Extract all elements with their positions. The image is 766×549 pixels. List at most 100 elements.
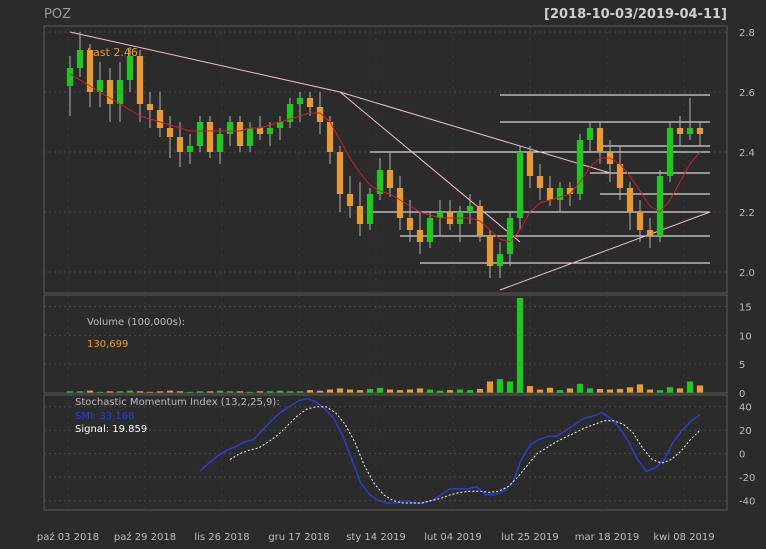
panel-frames <box>43 25 728 511</box>
horizontal-levels <box>370 94 710 264</box>
volume-bar <box>306 390 314 393</box>
volume-bar <box>236 391 244 393</box>
candle-body <box>206 122 214 152</box>
candle-body <box>526 152 534 176</box>
smi-title: Stochastic Momentum Index (13,2,25,9): <box>75 397 280 408</box>
trend-line <box>339 91 521 243</box>
candle-body <box>356 206 364 224</box>
candle-body <box>286 104 294 122</box>
volume-bar <box>316 390 324 393</box>
x-tick-label: sty 14 2019 <box>346 532 406 543</box>
volume-bar <box>256 391 264 393</box>
volume-bar <box>286 391 294 393</box>
candle-body <box>216 134 224 152</box>
candle-body <box>586 128 594 140</box>
volume-bar <box>326 389 334 393</box>
volume-bar <box>106 391 114 393</box>
candle-body <box>306 98 314 107</box>
volume-bar <box>516 297 524 393</box>
price-y-tick-label: 2.0 <box>739 268 755 279</box>
candle-body <box>136 56 144 104</box>
volume-bar <box>606 389 614 393</box>
chart-date-range: [2018-10-03/2019-04-11] <box>544 7 727 22</box>
volume-y-tick-label: 15 <box>739 303 752 314</box>
signal-line <box>229 406 701 504</box>
candle-body <box>566 188 574 194</box>
smi-y-tick-label: 40 <box>739 403 752 414</box>
volume-bar <box>276 390 284 393</box>
x-tick-label: gru 17 2018 <box>268 532 329 543</box>
volume-bar <box>666 387 674 393</box>
y-axis-tick-labels: 2.0 2.2 2.4 2.6 2.8 0 5 10 15 -40 -20 0 20 40 <box>739 28 755 508</box>
candle-body <box>366 194 374 224</box>
price-panel-frame <box>43 25 728 294</box>
candle-body <box>126 56 134 80</box>
smi-value: SMI: 33.168 <box>75 411 134 422</box>
volume-bar <box>536 389 544 393</box>
volume-bar <box>566 388 574 393</box>
candle-body <box>396 188 404 218</box>
candle-body <box>626 188 634 212</box>
trend-line <box>499 211 711 291</box>
candle-body <box>596 128 604 152</box>
candle-body <box>346 194 354 206</box>
trend-line <box>339 91 611 174</box>
candle-body <box>106 80 114 104</box>
volume-bars <box>66 297 704 393</box>
volume-bar <box>626 387 634 393</box>
volume-bar <box>206 391 214 393</box>
volume-bar <box>196 391 204 393</box>
candle-body <box>676 128 684 134</box>
volume-bar <box>66 391 74 393</box>
candle-body <box>166 128 174 137</box>
candle-body <box>376 170 384 194</box>
volume-bar <box>506 381 514 393</box>
volume-label: Volume (100,000s): <box>87 317 185 328</box>
candle-body <box>336 152 344 194</box>
candle-body <box>236 122 244 146</box>
candle-body <box>506 218 514 254</box>
volume-bar <box>156 391 164 393</box>
candle-body <box>176 137 184 152</box>
candle-body <box>436 212 444 218</box>
candlesticks <box>66 32 704 278</box>
volume-bar <box>456 389 464 393</box>
x-tick-label: lut 25 2019 <box>501 532 559 543</box>
volume-bar <box>246 391 254 393</box>
chart-symbol: POZ <box>44 7 71 22</box>
candle-body <box>146 104 154 110</box>
volume-last-value: 130,699 <box>87 339 128 350</box>
volume-bar <box>136 391 144 393</box>
x-tick-label: kwi 08 2019 <box>653 532 714 543</box>
price-y-tick-label: 2.8 <box>739 28 755 39</box>
candle-body <box>516 152 524 218</box>
volume-bar <box>76 391 84 393</box>
volume-bar <box>146 391 154 393</box>
volume-bar <box>376 387 384 393</box>
candle-body <box>496 254 504 266</box>
candle-body <box>416 230 424 242</box>
x-tick-label: paź 03 2018 <box>37 531 99 543</box>
volume-bar <box>646 389 654 393</box>
volume-bar <box>296 391 304 393</box>
volume-bar <box>426 389 434 393</box>
x-tick-label: paź 29 2018 <box>114 531 176 543</box>
volume-bar <box>226 391 234 393</box>
candle-body <box>266 128 274 134</box>
grid-lines <box>44 26 727 510</box>
candle-body <box>406 218 414 230</box>
x-tick-label: lis 26 2018 <box>194 532 249 543</box>
candle-body <box>76 50 84 68</box>
candle-body <box>196 122 204 146</box>
volume-bar <box>96 391 104 393</box>
volume-bar <box>346 389 354 393</box>
candle-body <box>316 107 324 122</box>
volume-bar <box>436 390 444 393</box>
volume-bar <box>446 390 454 393</box>
candle-body <box>86 50 94 92</box>
x-tick-label: mar 18 2019 <box>575 532 640 543</box>
smi-panel-frame <box>43 394 728 511</box>
candle-body <box>576 140 584 194</box>
volume-bar <box>486 381 494 393</box>
